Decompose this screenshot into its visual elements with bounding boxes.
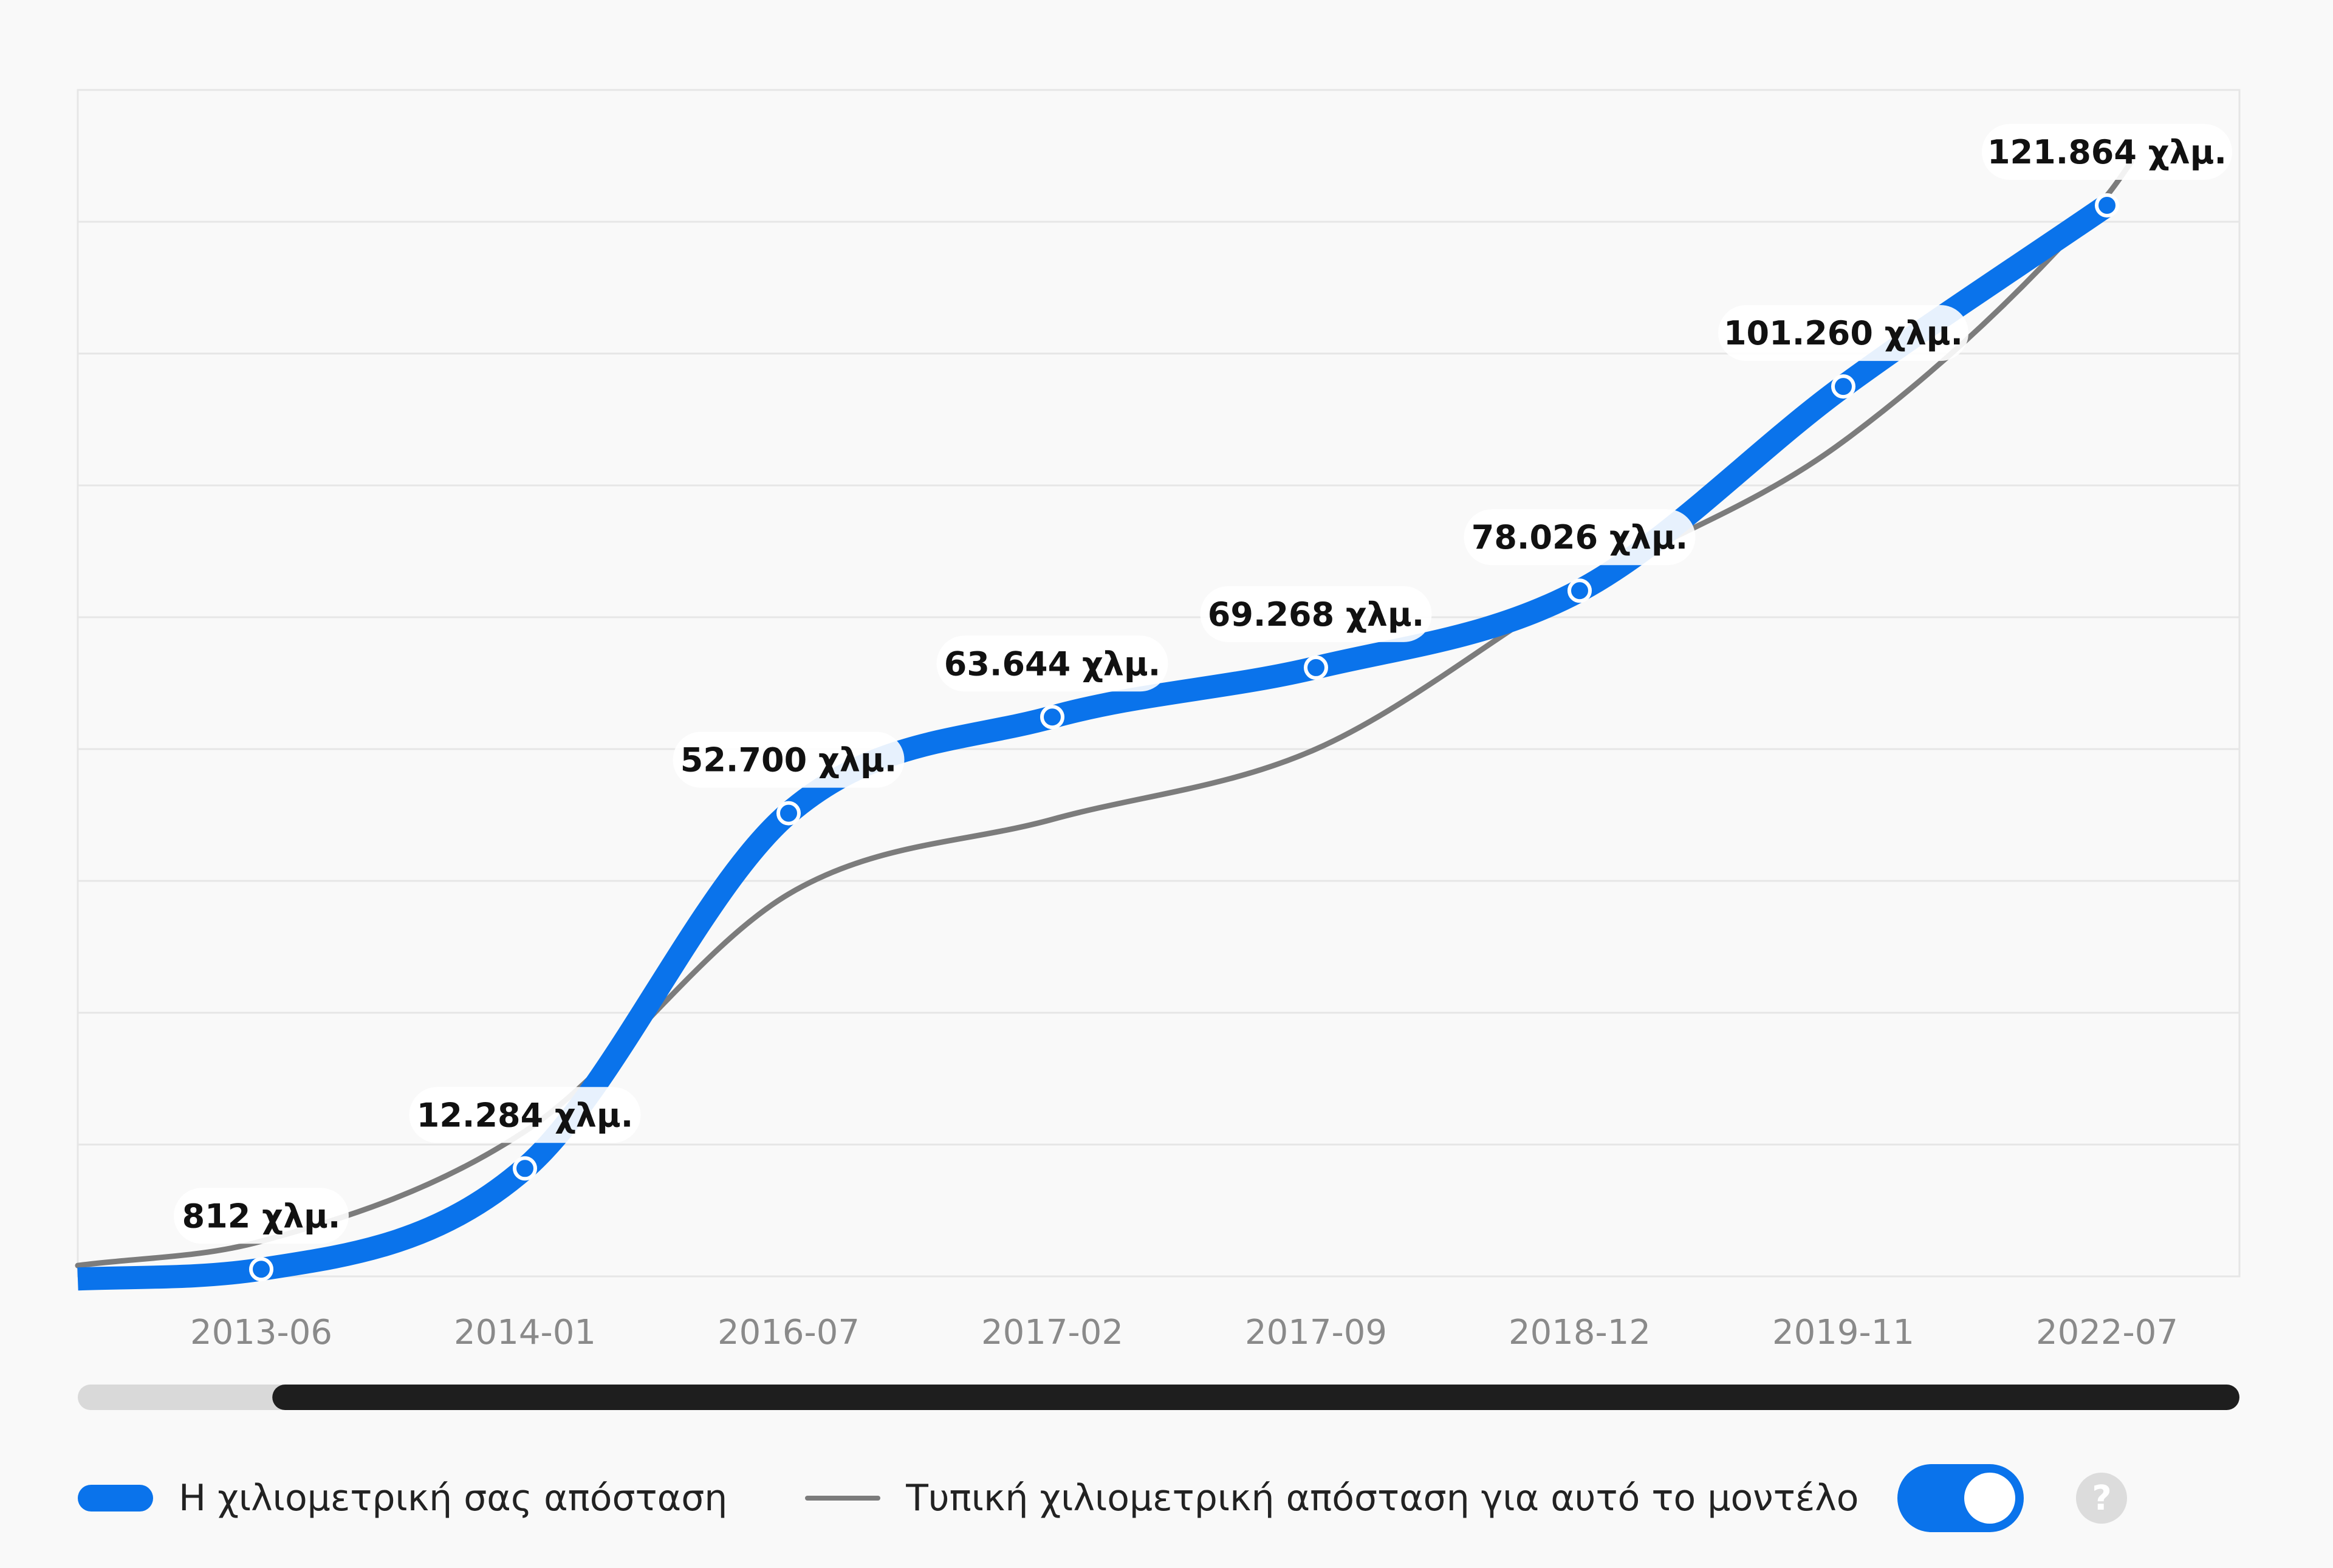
x-tick-label: 2022-07 xyxy=(2036,1313,2178,1352)
typical-series xyxy=(75,159,2134,1268)
user-point[interactable] xyxy=(1831,374,1855,399)
legend-swatch-typical xyxy=(805,1496,881,1501)
x-tick-label: 2017-09 xyxy=(1245,1313,1387,1352)
user-series xyxy=(77,193,2119,1291)
toggle-knob xyxy=(1964,1473,2016,1524)
legend-item-user: Η χιλιομετρική σας απόσταση xyxy=(78,1477,727,1519)
legend: Η χιλιομετρική σας απόσταση Τυπική χιλιο… xyxy=(78,1459,2265,1537)
data-label: 101.260 χλμ. xyxy=(1718,305,1968,361)
user-point[interactable] xyxy=(2095,193,2119,218)
x-axis-ticks: 2013-06 2014-01 2016-07 2017-02 2017-09 2018-… xyxy=(190,1313,2178,1352)
data-labels: 812 χλμ. 12.284 χλμ. 52.700 χλμ. 63.644 χλμ… xyxy=(174,124,2232,1244)
user-point[interactable] xyxy=(1040,705,1064,730)
data-label: 52.700 χλμ. xyxy=(673,731,905,788)
x-tick-label: 2013-06 xyxy=(190,1313,332,1352)
data-label-text: 69.268 χλμ. xyxy=(1208,595,1424,634)
data-label-pill xyxy=(174,1188,349,1244)
data-label-pill xyxy=(1718,305,1968,361)
data-label: 812 χλμ. xyxy=(174,1188,349,1244)
data-label: 78.026 χλμ. xyxy=(1464,509,1696,566)
data-label-pill xyxy=(1982,124,2232,180)
data-label-text: 63.644 χλμ. xyxy=(944,645,1160,683)
data-label-text: 812 χλμ. xyxy=(182,1197,341,1235)
question-mark-icon[interactable]: ? xyxy=(2076,1473,2128,1524)
data-label: 63.644 χλμ. xyxy=(936,635,1168,692)
chart-scrollbar[interactable] xyxy=(78,1385,2240,1410)
user-point[interactable] xyxy=(249,1257,273,1282)
data-label-text: 52.700 χλμ. xyxy=(680,741,897,779)
data-label-text: 78.026 χλμ. xyxy=(1471,518,1688,556)
user-point[interactable] xyxy=(776,801,801,826)
x-tick-label: 2018-12 xyxy=(1509,1313,1651,1352)
data-label-pill xyxy=(1200,586,1432,642)
legend-item-typical: Τυπική χιλιομετρική απόσταση για αυτό το… xyxy=(805,1477,1859,1519)
x-tick-label: 2014-01 xyxy=(454,1313,596,1352)
legend-swatch-user xyxy=(78,1485,153,1512)
user-point[interactable] xyxy=(1567,578,1592,603)
typical-mileage-toggle[interactable] xyxy=(1897,1464,2024,1532)
scrollbar-thumb[interactable] xyxy=(272,1385,2240,1410)
x-tick-label: 2017-02 xyxy=(981,1313,1123,1352)
x-tick-label: 2019-11 xyxy=(1772,1313,1914,1352)
data-label: 121.864 χλμ. xyxy=(1982,124,2232,180)
user-point[interactable] xyxy=(513,1156,537,1181)
data-label-pill xyxy=(409,1087,641,1143)
data-label-text: 121.864 χλμ. xyxy=(1987,133,2227,171)
data-label: 12.284 χλμ. xyxy=(409,1087,641,1143)
data-label: 69.268 χλμ. xyxy=(1200,586,1432,642)
legend-label-typical: Τυπική χιλιομετρική απόσταση για αυτό το… xyxy=(906,1477,1859,1519)
data-label-pill xyxy=(936,635,1168,692)
data-label-pill xyxy=(673,731,905,788)
data-label-pill xyxy=(1464,509,1696,566)
data-label-text: 12.284 χλμ. xyxy=(417,1096,633,1134)
typical-line xyxy=(75,159,2134,1268)
data-label-text: 101.260 χλμ. xyxy=(1724,314,1963,352)
user-point[interactable] xyxy=(1304,655,1328,680)
x-tick-label: 2016-07 xyxy=(718,1313,860,1352)
legend-label-user: Η χιλιομετρική σας απόσταση xyxy=(179,1477,728,1519)
